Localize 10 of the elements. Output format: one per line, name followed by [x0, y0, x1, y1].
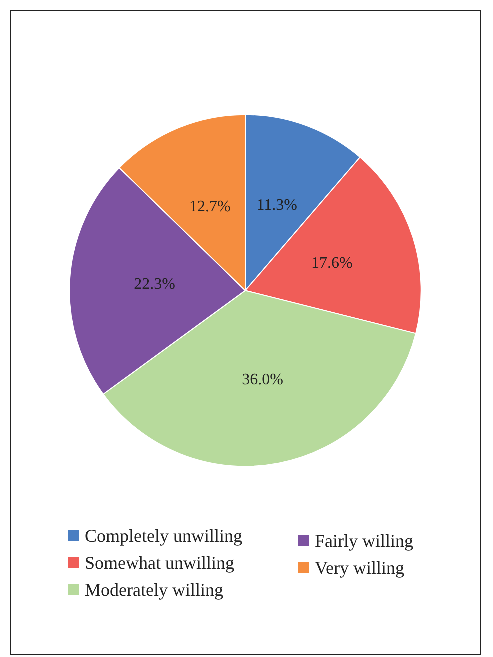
legend-label: Moderately willing: [85, 580, 224, 600]
legend-label: Somewhat unwilling: [85, 553, 234, 573]
data-label: 12.7%: [189, 198, 231, 216]
legend-label: Fairly willing: [315, 531, 414, 551]
legend-label: Completely unwilling: [85, 526, 242, 546]
data-label: 17.6%: [312, 254, 353, 272]
data-label: 11.3%: [256, 196, 298, 214]
data-label: 36.0%: [242, 371, 284, 388]
legend-label: Very willing: [315, 558, 404, 578]
data-label: 22.3%: [134, 276, 176, 293]
